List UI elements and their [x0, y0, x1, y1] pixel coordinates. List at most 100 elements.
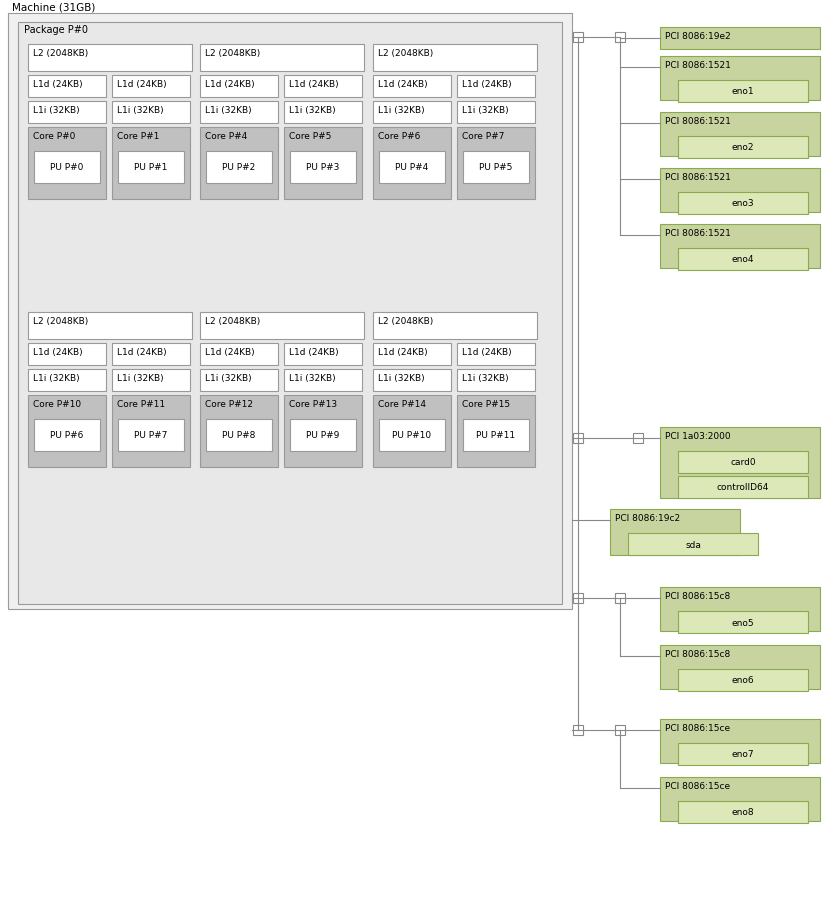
Text: eno3: eno3 [731, 200, 755, 209]
Text: PCI 8086:15c8: PCI 8086:15c8 [665, 591, 731, 600]
Bar [373, 396, 451, 468]
Text: L1d (24KB): L1d (24KB) [117, 348, 167, 357]
Bar [678, 248, 808, 271]
Bar [28, 396, 106, 468]
Text: L1d (24KB): L1d (24KB) [462, 79, 511, 88]
Text: PU P#11: PU P#11 [476, 431, 516, 440]
Text: PU P#3: PU P#3 [307, 163, 340, 172]
Text: PU P#5: PU P#5 [479, 163, 512, 172]
Bar [660, 225, 820, 269]
Bar [373, 369, 451, 392]
Text: L1i (32KB): L1i (32KB) [117, 374, 163, 383]
Text: Core P#7: Core P#7 [462, 132, 504, 141]
Bar [660, 113, 820, 157]
Text: PU P#6: PU P#6 [50, 431, 83, 440]
Bar [200, 76, 278, 98]
Bar [28, 344, 106, 366]
Text: L1d (24KB): L1d (24KB) [289, 79, 339, 88]
Bar [457, 128, 535, 200]
Text: Core P#4: Core P#4 [205, 132, 247, 141]
Bar [112, 344, 190, 366]
Bar [284, 344, 362, 366]
Text: PU P#7: PU P#7 [134, 431, 167, 440]
Bar [463, 420, 529, 452]
Bar [284, 76, 362, 98]
Text: Core P#1: Core P#1 [117, 132, 159, 141]
Bar [118, 420, 184, 452]
Bar [660, 28, 820, 50]
Text: eno4: eno4 [731, 256, 754, 265]
Text: L1d (24KB): L1d (24KB) [378, 348, 427, 357]
Bar [18, 23, 562, 604]
Bar [573, 593, 583, 603]
Text: PU P#0: PU P#0 [50, 163, 83, 172]
Text: Core P#12: Core P#12 [205, 399, 253, 408]
Bar [284, 396, 362, 468]
Text: Core P#14: Core P#14 [378, 399, 426, 408]
Bar [200, 369, 278, 392]
Bar [615, 593, 625, 603]
Bar [678, 801, 808, 824]
Text: PU P#8: PU P#8 [222, 431, 256, 440]
Bar [573, 33, 583, 43]
Text: eno7: eno7 [731, 749, 755, 759]
Text: PCI 8086:19e2: PCI 8086:19e2 [665, 32, 731, 41]
Text: PU P#2: PU P#2 [222, 163, 256, 172]
Bar [28, 76, 106, 98]
Bar [660, 646, 820, 689]
Text: L1i (32KB): L1i (32KB) [117, 106, 163, 115]
Text: L1i (32KB): L1i (32KB) [205, 374, 252, 383]
Text: L2 (2048KB): L2 (2048KB) [33, 49, 88, 58]
Text: L1i (32KB): L1i (32KB) [33, 374, 80, 383]
Bar [28, 102, 106, 124]
Text: sda: sda [685, 540, 701, 549]
Text: L1i (32KB): L1i (32KB) [33, 106, 80, 115]
Bar [112, 102, 190, 124]
Bar [379, 152, 445, 184]
Bar [28, 369, 106, 392]
Bar [678, 192, 808, 215]
Bar [379, 420, 445, 452]
Bar [28, 312, 192, 340]
Bar [34, 420, 100, 452]
Bar [660, 427, 820, 498]
Text: L1d (24KB): L1d (24KB) [205, 79, 255, 88]
Bar [457, 396, 535, 468]
Text: L2 (2048KB): L2 (2048KB) [378, 317, 433, 326]
Text: L1d (24KB): L1d (24KB) [289, 348, 339, 357]
Bar [373, 102, 451, 124]
Text: eno2: eno2 [731, 144, 754, 153]
Bar [118, 152, 184, 184]
Bar [457, 102, 535, 124]
Text: L1i (32KB): L1i (32KB) [462, 106, 509, 115]
Text: L1i (32KB): L1i (32KB) [289, 106, 336, 115]
Text: PU P#9: PU P#9 [307, 431, 340, 440]
Text: L1d (24KB): L1d (24KB) [33, 348, 82, 357]
Bar [678, 137, 808, 159]
Bar [28, 128, 106, 200]
Text: PU P#1: PU P#1 [134, 163, 167, 172]
Bar [200, 396, 278, 468]
Text: Core P#10: Core P#10 [33, 399, 81, 408]
Bar [660, 169, 820, 213]
Bar [463, 152, 529, 184]
Text: L2 (2048KB): L2 (2048KB) [378, 49, 433, 58]
Bar [8, 14, 572, 610]
Bar [112, 76, 190, 98]
Text: PCI 8086:1521: PCI 8086:1521 [665, 228, 731, 237]
Text: L1i (32KB): L1i (32KB) [378, 374, 425, 383]
Text: PCI 8086:1521: PCI 8086:1521 [665, 116, 731, 126]
Bar [112, 369, 190, 392]
Bar [373, 128, 451, 200]
Bar [457, 369, 535, 392]
Bar [206, 420, 272, 452]
Text: L1d (24KB): L1d (24KB) [33, 79, 82, 88]
Text: L1d (24KB): L1d (24KB) [462, 348, 511, 357]
Bar [112, 396, 190, 468]
Text: PCI 1a03:2000: PCI 1a03:2000 [665, 432, 731, 441]
Text: PU P#4: PU P#4 [396, 163, 429, 172]
Text: eno1: eno1 [731, 88, 755, 97]
Bar [290, 152, 356, 184]
Bar [660, 57, 820, 101]
Bar [678, 452, 808, 473]
